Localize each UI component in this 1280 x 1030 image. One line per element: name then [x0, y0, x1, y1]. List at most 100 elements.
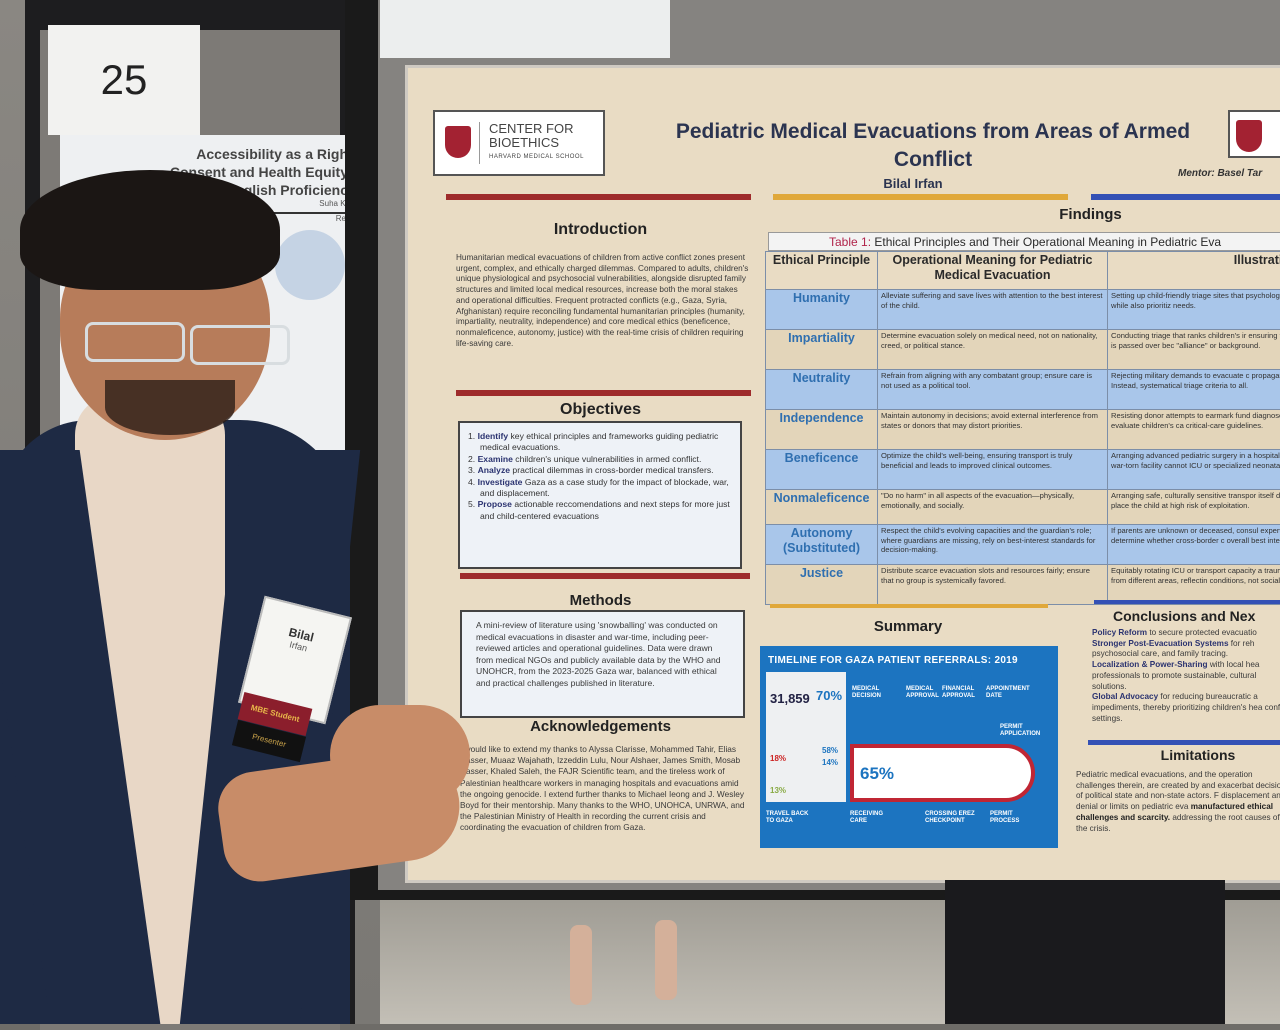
referral-step: RECEIVING CARE — [850, 811, 900, 825]
example-cell: Conducting triage that ranks children's … — [1108, 330, 1280, 370]
stat: 65% — [860, 764, 894, 784]
divider-blue — [1091, 194, 1280, 200]
poster-title: Pediatric Medical Evacuations from Areas… — [643, 118, 1223, 174]
methods-text: A mini-review of literature using 'snowb… — [476, 620, 729, 690]
objectives-box: 1. Identify key ethical principles and f… — [458, 421, 742, 569]
referral-step: TRAVEL BACK TO GAZA — [766, 811, 816, 825]
introduction-text: Humanitarian medical evacuations of chil… — [456, 253, 751, 349]
acknowledgements-text: I would like to extend my thanks to Alys… — [460, 744, 750, 834]
stat: 18% — [770, 754, 786, 763]
background-person-dark — [945, 880, 1225, 1024]
top-paper-sheet — [380, 0, 670, 58]
glasses — [85, 322, 185, 362]
booth-number-sign: 25 — [48, 25, 200, 135]
methods-heading: Methods — [448, 592, 753, 609]
example-cell: Arranging safe, culturally sensitive tra… — [1108, 490, 1280, 525]
principle-cell: Justice — [766, 565, 878, 605]
objective-item: 4. Investigate Gaza as a case study for … — [468, 477, 732, 500]
poster-author: Bilal Irfan — [833, 176, 993, 191]
column-header: Ethical Principle — [766, 252, 878, 290]
beard — [105, 380, 235, 435]
referral-step: PERMIT APPLICATION — [1000, 724, 1050, 738]
stat: 13% — [770, 786, 786, 795]
conclusion-item: Localization & Power-Sharing with local … — [1092, 660, 1280, 692]
principle-cell: Independence — [766, 410, 878, 450]
ethics-table: Ethical Principle Operational Meaning fo… — [765, 251, 1280, 605]
table-caption: Table 1: Ethical Principles and Their Op… — [768, 232, 1280, 251]
presenter: Bilal Irfan MBE Student Presenter — [0, 160, 480, 1024]
logo-line: HARVARD MEDICAL SCHOOL — [489, 150, 584, 164]
meaning-cell: Refrain from aligning with any combatant… — [878, 370, 1108, 410]
conclusion-item: Global Advocacy for reducing bureaucrati… — [1092, 692, 1280, 724]
principle-cell: Autonomy (Substituted) — [766, 525, 878, 565]
acknowledgements-heading: Acknowledgements — [448, 718, 753, 735]
objectives-heading: Objectives — [448, 401, 753, 419]
referral-step: PERMIT PROCESS — [990, 811, 1040, 825]
divider-red — [446, 194, 751, 200]
example-cell: Setting up child-friendly triage sites t… — [1108, 290, 1280, 330]
limitations-text: Pediatric medical evacuations, and the o… — [1076, 770, 1280, 834]
logo-line: BIOETHICS — [489, 136, 584, 150]
objective-item: 1. Identify key ethical principles and f… — [468, 431, 732, 454]
table-row: Autonomy (Substituted)Respect the child'… — [766, 525, 1280, 565]
methods-box: A mini-review of literature using 'snowb… — [460, 610, 745, 718]
stat: 14% — [822, 758, 838, 767]
referral-step: FINANCIAL APPROVAL — [942, 686, 992, 700]
meaning-cell: Respect the child's evolving capacities … — [878, 525, 1108, 565]
example-cell: Rejecting military demands to evacuate c… — [1108, 370, 1280, 410]
example-cell: Equitably rotating ICU or transport capa… — [1108, 565, 1280, 605]
stat: 58% — [822, 746, 838, 755]
principle-cell: Neutrality — [766, 370, 878, 410]
divider-gold — [773, 194, 1068, 200]
findings-heading: Findings — [1008, 206, 1173, 223]
referral-step: CROSSING EREZ CHECKPOINT — [925, 811, 975, 825]
stat: 70% — [816, 688, 842, 703]
referral-step: APPOINTMENT DATE — [986, 686, 1036, 700]
hair — [20, 170, 280, 290]
introduction-heading: Introduction — [448, 221, 753, 239]
meaning-cell: Distribute scarce evacuation slots and r… — [878, 565, 1108, 605]
column-header: Operational Meaning for Pediatric Medica… — [878, 252, 1108, 290]
gaza-referrals-infographic: TIMELINE FOR GAZA PATIENT REFERRALS: 201… — [760, 646, 1058, 848]
harvard-shield-icon — [445, 126, 471, 158]
harvard-logo-right — [1228, 110, 1280, 158]
right-hand — [330, 705, 470, 805]
principle-cell: Nonmaleficence — [766, 490, 878, 525]
infographic-title: TIMELINE FOR GAZA PATIENT REFERRALS: 201… — [768, 655, 1018, 666]
column-header: Illustrative Exa — [1108, 252, 1280, 290]
principle-cell: Beneficence — [766, 450, 878, 490]
meaning-cell: Determine evacuation solely on medical n… — [878, 330, 1108, 370]
conclusion-item: Policy Reform to secure protected evacua… — [1092, 628, 1280, 639]
background-person-legs — [560, 905, 700, 1024]
meaning-cell: "Do no harm" in all aspects of the evacu… — [878, 490, 1108, 525]
summary-heading: Summary — [808, 618, 1008, 635]
example-cell: If parents are unknown or deceased, cons… — [1108, 525, 1280, 565]
limitations-heading: Limitations — [1148, 747, 1248, 763]
conclusions-heading: Conclusions and Nex — [1113, 608, 1280, 624]
meaning-cell: Maintain autonomy in decisions; avoid ex… — [878, 410, 1108, 450]
stat: 31,859 — [770, 691, 810, 706]
example-cell: Resisting donor attempts to earmark fund… — [1108, 410, 1280, 450]
principle-cell: Humanity — [766, 290, 878, 330]
objective-item: 2. Examine children's unique vulnerabili… — [468, 454, 732, 465]
objective-item: 3. Analyze practical dilemmas in cross-b… — [468, 465, 732, 476]
conclusion-item: Stronger Post-Evacuation Systems for reh… — [1092, 639, 1280, 660]
meaning-cell: Optimize the child's well-being, ensurin… — [878, 450, 1108, 490]
table-label: Table 1: — [829, 235, 871, 249]
meaning-cell: Alleviate suffering and save lives with … — [878, 290, 1108, 330]
table-title: Ethical Principles and Their Operational… — [871, 235, 1221, 249]
example-cell: Arranging advanced pediatric surgery in … — [1108, 450, 1280, 490]
mentor: Mentor: Basel Tar — [1178, 168, 1262, 179]
logo-line: CENTER FOR — [489, 122, 584, 136]
referral-step: MEDICAL DECISION — [852, 686, 902, 700]
table-row: Nonmaleficence"Do no harm" in all aspect… — [766, 490, 1280, 525]
objective-item: 5. Propose actionable reccomendations an… — [468, 499, 732, 522]
principle-cell: Impartiality — [766, 330, 878, 370]
research-poster: CENTER FOR BIOETHICS HARVARD MEDICAL SCH… — [408, 68, 1280, 880]
